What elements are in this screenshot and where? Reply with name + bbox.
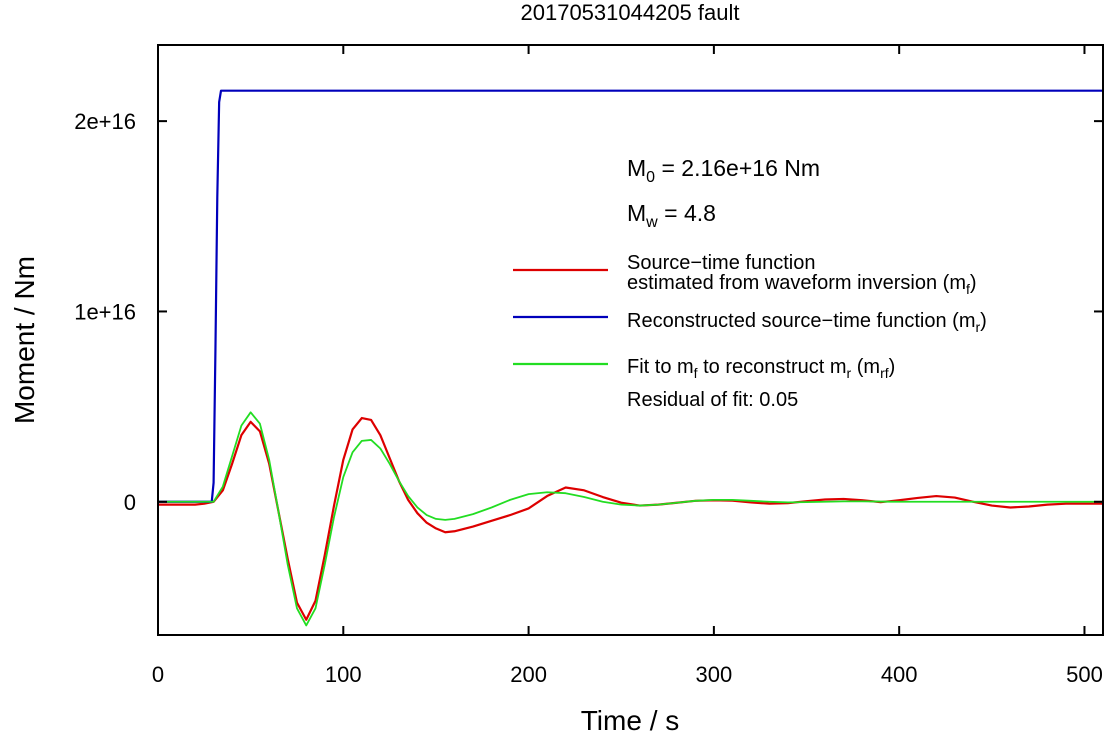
legend-blue-post: ): [980, 310, 987, 332]
chart-title: 20170531044205 fault: [521, 0, 740, 25]
legend: Source−time function estimated from wave…: [513, 252, 987, 381]
legend-blue-sub: r: [976, 319, 981, 335]
legend-green-post: ): [889, 356, 896, 378]
annotation-mw-sub: w: [645, 214, 658, 231]
legend-label-red-line2: estimated from waveform inversion (mf): [627, 272, 977, 297]
legend-green-sub1: f: [694, 365, 698, 381]
legend-blue-pre: Reconstructed source−time function (m: [627, 310, 976, 332]
x-tick-label: 500: [1066, 662, 1103, 687]
x-tick-label: 0: [152, 662, 164, 687]
x-tick-label: 400: [881, 662, 918, 687]
x-axis-label: Time / s: [581, 705, 680, 736]
legend-red-sub: f: [966, 281, 970, 297]
annotation-m0: M0 = 2.16e+16 Nm: [627, 155, 820, 186]
annotation-mw-main: M: [627, 200, 646, 226]
x-tick-label: 300: [696, 662, 733, 687]
y-tick-label: 0: [124, 490, 136, 515]
legend-green-sub3: rf: [880, 365, 889, 381]
y-tick-label: 2e+16: [74, 109, 136, 134]
plot-frame: [157, 44, 1104, 636]
legend-green-mid2: (m: [851, 356, 880, 378]
legend-red-pre: estimated from waveform inversion (m: [627, 272, 966, 294]
tick-layer: 0 100 200 300 400 500 0 1e+16 2e+16: [74, 45, 1103, 687]
annotation-m0-main: M: [627, 155, 646, 181]
series-line-green: [158, 411, 1103, 627]
y-axis-label: Moment / Nm: [9, 256, 40, 424]
legend-label-green: Fit to mf to reconstruct mr (mrf): [627, 356, 895, 381]
legend-label-red-line1: Source−time function: [627, 252, 815, 274]
legend-green-pre: Fit to m: [627, 356, 694, 378]
y-tick-label: 1e+16: [74, 299, 136, 324]
series-layer: [158, 89, 1103, 627]
annotation-mw-rest: = 4.8: [658, 200, 716, 226]
annotation-residual: Residual of fit: 0.05: [627, 389, 798, 411]
legend-red-post: ): [970, 272, 977, 294]
annotation-m0-sub: 0: [646, 169, 655, 186]
x-tick-label: 200: [510, 662, 547, 687]
annotation-mw: Mw = 4.8: [627, 200, 716, 231]
legend-label-blue: Reconstructed source−time function (mr): [627, 310, 987, 335]
x-tick-label: 100: [325, 662, 362, 687]
legend-green-sub2: r: [847, 365, 852, 381]
annotation-m0-rest: = 2.16e+16 Nm: [655, 155, 820, 181]
legend-green-mid: to reconstruct m: [698, 356, 847, 378]
